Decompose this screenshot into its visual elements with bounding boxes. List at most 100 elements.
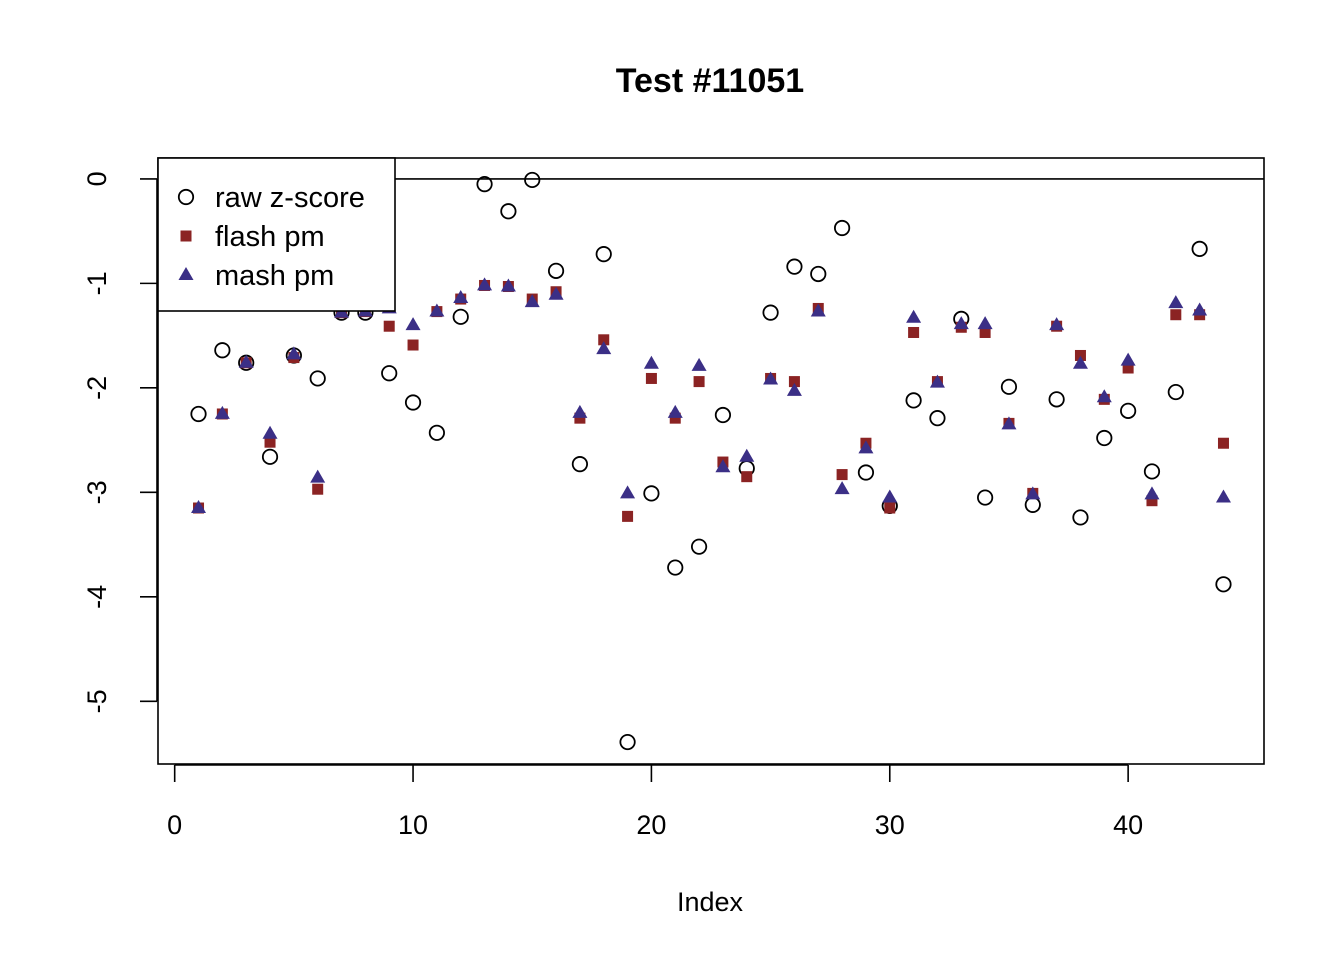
x-tick-label: 20 [636,810,666,840]
data-point [786,382,802,396]
data-point [1215,489,1231,503]
data-point [1072,355,1088,369]
data-point [596,341,612,355]
data-point [428,424,445,441]
data-point [1217,437,1229,449]
data-point [572,404,588,418]
data-point [669,412,681,424]
y-tick-label: -1 [82,271,112,295]
data-point [1096,429,1113,447]
data-point [858,440,874,454]
data-point [524,171,541,189]
chart-title: Test #11051 [616,62,804,100]
data-point [667,559,684,576]
data-point [1215,576,1232,593]
data-point [262,425,278,439]
data-point [884,502,896,514]
data-point [693,376,705,388]
legend-box [157,157,396,312]
legend-label: mash pm [215,260,334,292]
data-point [571,456,589,473]
data-point [477,277,493,291]
data-point [834,481,850,495]
data-point [643,485,660,502]
x-tick-label: 30 [875,810,905,840]
data-point [786,258,803,275]
data-point [310,469,326,483]
y-axis: 0 -1 -2 -3 -4 -5 [82,171,158,713]
data-point [1049,317,1065,331]
legend-label: raw z-score [215,182,365,214]
data-point [977,489,994,506]
data-point [1192,302,1208,316]
data-point [906,309,922,323]
y-tick-label: -3 [82,480,112,504]
data-point [762,304,779,321]
legend: raw z-score flash pm mash pm [157,157,396,312]
data-point [383,320,395,332]
data-point [1144,486,1160,500]
legend-label: flash pm [215,221,325,253]
data-point [1025,486,1041,500]
data-point [977,316,993,330]
data-point [620,485,636,499]
x-tick-label: 40 [1113,810,1143,840]
data-point [500,278,516,292]
data-point [979,326,991,338]
data-point [905,392,922,409]
data-point [833,219,851,237]
plot-frame [157,157,1265,765]
data-point [667,404,683,418]
data-point [476,176,493,193]
data-point [788,376,800,388]
data-point [1001,416,1017,430]
data-point [238,354,254,368]
data-point [741,471,753,483]
data-point [929,410,946,427]
x-axis-label: Index [677,887,744,917]
legend-marker [180,230,192,242]
data-point [190,405,207,423]
data-point [1167,383,1184,401]
data-point [429,303,445,317]
x-tick-label: 0 [167,810,182,840]
x-tick-label: 10 [398,810,428,840]
data-point [261,448,279,465]
data-point [452,308,469,325]
data-point [214,405,230,419]
data-point [312,483,324,495]
data-point [810,265,827,283]
data-point [595,246,612,263]
data-point [1122,362,1134,374]
data-point [548,286,564,300]
data-point [405,317,421,331]
data-point [1146,495,1158,507]
legend-marker [178,266,194,280]
data-point [739,448,755,462]
data-point [404,394,422,411]
legend-marker [177,188,195,206]
data-point [1000,378,1018,395]
data-point [619,733,636,751]
data-point [524,294,540,308]
data-point [810,303,826,317]
data-point [714,406,732,424]
data-point [1191,240,1208,257]
data-point [929,374,945,388]
data-point [191,499,207,513]
y-tick-label: -4 [82,585,112,609]
data-point [882,489,898,503]
data-point [690,538,708,555]
data-point [309,370,326,387]
data-points [190,171,1232,751]
data-point [622,510,634,522]
data-point [1074,349,1086,361]
data-point [857,464,875,481]
data-point [286,346,302,360]
data-point [500,203,517,220]
data-point [763,371,779,385]
y-tick-label: -5 [82,689,112,713]
data-point [691,357,707,371]
data-point [381,365,398,382]
